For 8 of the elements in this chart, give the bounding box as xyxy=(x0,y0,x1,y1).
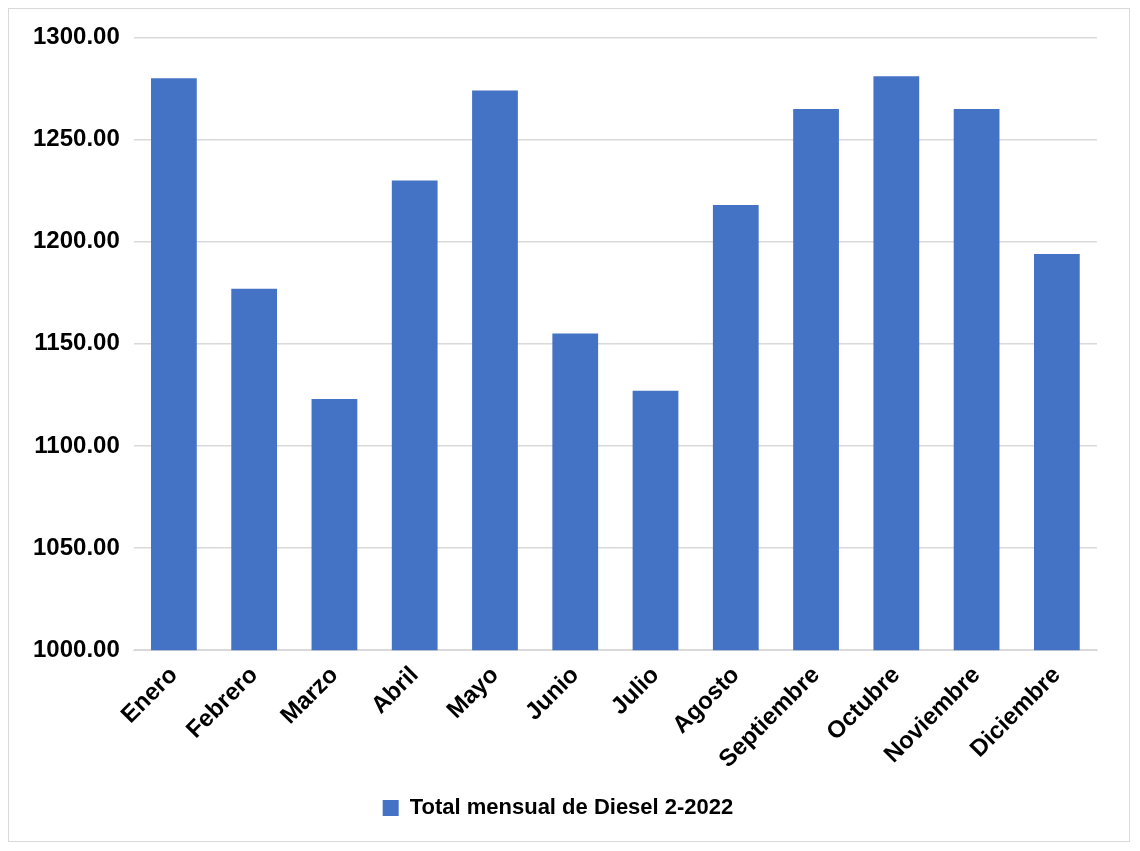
y-tick-label: 1150.00 xyxy=(34,328,120,356)
legend-label: Total mensual de Diesel 2-2022 xyxy=(409,794,734,820)
y-tick-label: 1200.00 xyxy=(32,226,120,254)
y-tick-label: 1000.00 xyxy=(32,634,120,662)
y-tick-label: 1100.00 xyxy=(34,430,120,458)
y-tick-label: 1050.00 xyxy=(32,532,120,560)
y-tick-label: 1250.00 xyxy=(32,124,120,152)
y-tick-label: 1300.00 xyxy=(32,22,120,50)
